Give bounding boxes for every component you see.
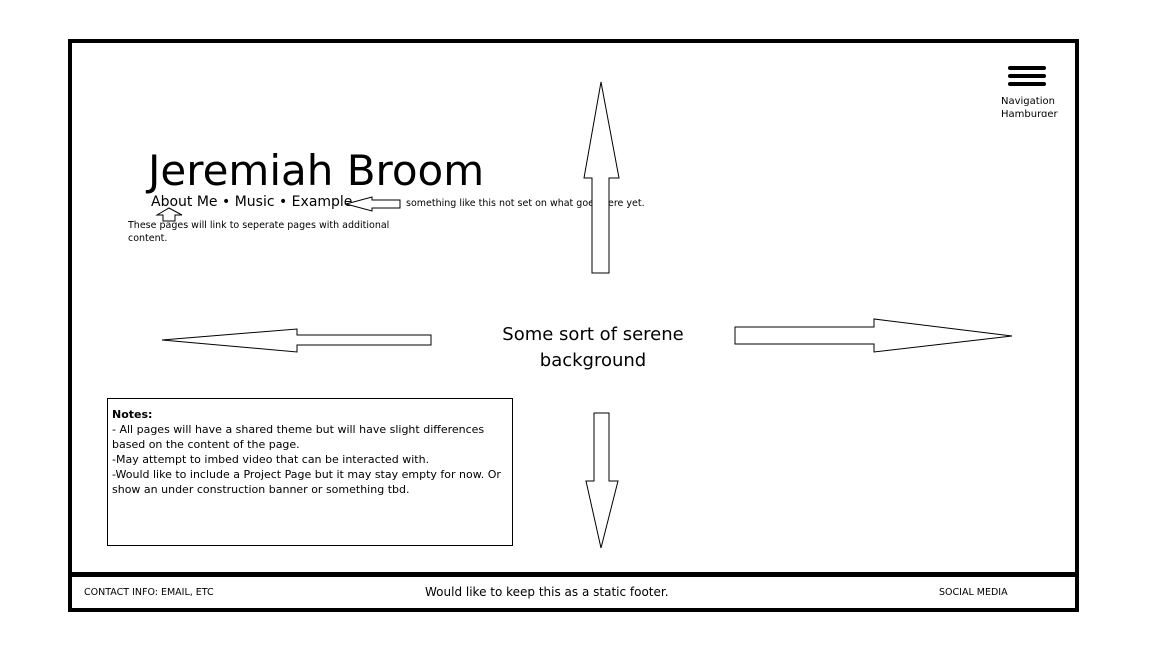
hamburger-caption: Navigation Hamburger bbox=[1001, 96, 1058, 117]
notes-heading: Notes: bbox=[112, 408, 153, 421]
hamburger-menu-icon[interactable] bbox=[1008, 66, 1046, 88]
footer-social[interactable]: SOCIAL MEDIA bbox=[939, 587, 1008, 598]
background-placeholder: Some sort of serene background bbox=[502, 324, 684, 371]
notes-line: -May attempt to imbed video that can be … bbox=[112, 453, 430, 466]
hamburger-bar bbox=[1008, 66, 1046, 70]
arrow-right-icon bbox=[734, 318, 1013, 353]
notes-line: - All pages will have a shared theme but… bbox=[112, 423, 485, 451]
footer-contact[interactable]: CONTACT INFO: EMAIL, ETC bbox=[84, 587, 214, 598]
links-annotation: These pages will link to seperate pages … bbox=[128, 220, 390, 244]
annotation-arrow-up-icon bbox=[155, 207, 183, 222]
notes-line: -Would like to include a Project Page bu… bbox=[112, 468, 501, 496]
annotation-arrow-left-icon bbox=[344, 196, 401, 212]
hamburger-bar bbox=[1008, 82, 1046, 86]
footer-divider bbox=[68, 572, 1079, 577]
arrow-down-icon bbox=[585, 412, 619, 549]
notes-box: Notes: - All pages will have a shared th… bbox=[107, 398, 513, 546]
footer-static-note: Would like to keep this as a static foot… bbox=[425, 585, 669, 599]
arrow-up-icon bbox=[583, 81, 620, 274]
arrow-left-icon bbox=[161, 328, 432, 353]
nav-annotation: something like this not set on what goes… bbox=[406, 198, 645, 209]
nav-links[interactable]: About Me • Music • Example bbox=[151, 194, 353, 210]
hamburger-bar bbox=[1008, 74, 1046, 78]
wireframe-frame bbox=[68, 39, 1079, 612]
site-title: Jeremiah Broom bbox=[148, 146, 485, 195]
